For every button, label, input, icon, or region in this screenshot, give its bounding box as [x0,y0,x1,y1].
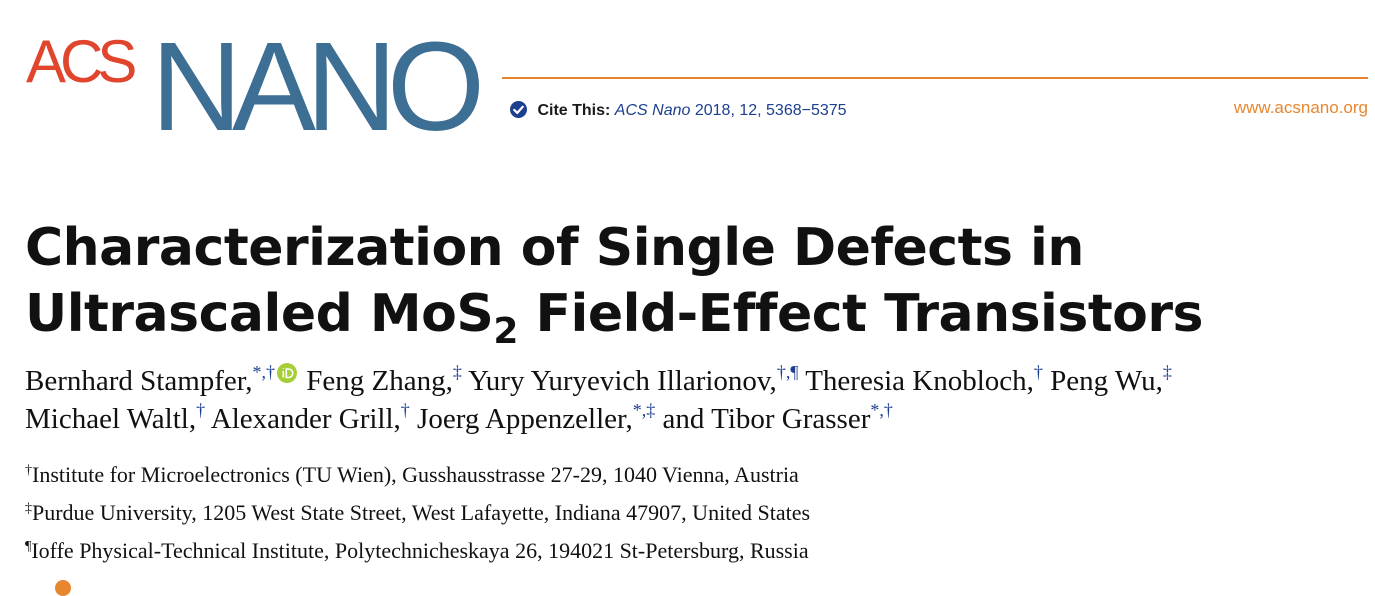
check-circle-icon [510,101,527,118]
author[interactable]: Joerg Appenzeller,*,‡ [417,400,656,435]
decorative-dot [55,580,71,596]
title-subscript: 2 [493,311,518,352]
author-name[interactable]: Theresia Knobloch, [805,365,1034,397]
author[interactable]: Feng Zhang,‡ [306,362,462,397]
author-affiliation-marks[interactable]: † [1033,362,1043,382]
title-line-2-end: Field-Effect Transistors [517,284,1204,344]
author-name[interactable]: Bernhard Stampfer, [25,365,253,397]
author-affiliation-marks[interactable]: *,‡ [632,400,656,420]
author-affiliation-marks[interactable]: *,† [870,400,893,420]
cite-this[interactable]: Cite This: ACS Nano 2018, 12, 5368−5375 [510,101,847,120]
author-name[interactable]: Joerg Appenzeller, [417,403,633,435]
author-affiliation-marks[interactable]: † [196,400,206,420]
author[interactable]: Yury Yuryevich Illarionov,†,¶ [468,362,799,397]
cite-journal[interactable]: ACS Nano [614,102,691,119]
author-affiliation-marks[interactable]: † [400,400,410,420]
author-list: Bernhard Stampfer,*,† Feng Zhang,‡ Yury … [25,362,1355,438]
affiliation-text: Purdue University, 1205 West State Stree… [32,500,811,525]
author-affiliation-marks[interactable]: †,¶ [776,362,799,382]
title-line-2-start: Ultrascaled MoS [25,284,494,344]
affiliation-mark: † [25,463,32,478]
affiliation-line: ¶Ioffe Physical-Technical Institute, Pol… [25,532,810,570]
author-affiliation-marks[interactable]: ‡ [452,362,462,382]
website-link[interactable]: www.acsnano.org [1233,98,1368,117]
author-affiliation-marks[interactable]: *,† [252,362,276,382]
author-name[interactable]: Feng Zhang, [306,365,453,397]
author-name[interactable]: Michael Waltl, [25,403,197,435]
affiliation-mark: ¶ [25,539,32,554]
affiliation-line: †Institute for Microelectronics (TU Wien… [25,456,810,494]
author-name[interactable]: and Tibor Grasser [662,403,871,435]
author-affiliation-marks[interactable]: ‡ [1162,362,1172,382]
affiliation-mark: ‡ [25,501,32,516]
orcid-icon[interactable] [277,363,298,383]
author-name[interactable]: Yury Yuryevich Illarionov, [468,365,777,397]
affiliation-text: Institute for Microelectronics (TU Wien)… [32,462,799,487]
author[interactable]: Bernhard Stampfer,*,† [25,362,299,397]
header-rule [502,77,1368,79]
logo-nano-text: NANO [151,16,485,157]
author[interactable]: Peng Wu,‡ [1050,362,1172,397]
author-name[interactable]: Alexander Grill, [210,403,401,435]
cite-label: Cite This: [537,102,611,119]
cite-details[interactable]: 2018, 12, 5368−5375 [694,102,847,119]
affiliations: †Institute for Microelectronics (TU Wien… [25,456,810,570]
author[interactable]: and Tibor Grasser*,† [662,400,893,435]
logo-acs-text: ACS [26,28,137,95]
title-line-1: Characterization of Single Defects in [25,218,1084,278]
author-name[interactable]: Peng Wu, [1050,365,1163,397]
author[interactable]: Theresia Knobloch,† [805,362,1043,397]
author[interactable]: Alexander Grill,† [210,400,410,435]
article-title: Characterization of Single Defects in Ul… [25,215,1204,350]
affiliation-line: ‡Purdue University, 1205 West State Stre… [25,494,810,532]
author[interactable]: Michael Waltl,† [25,400,206,435]
affiliation-text: Ioffe Physical-Technical Institute, Poly… [31,538,809,563]
